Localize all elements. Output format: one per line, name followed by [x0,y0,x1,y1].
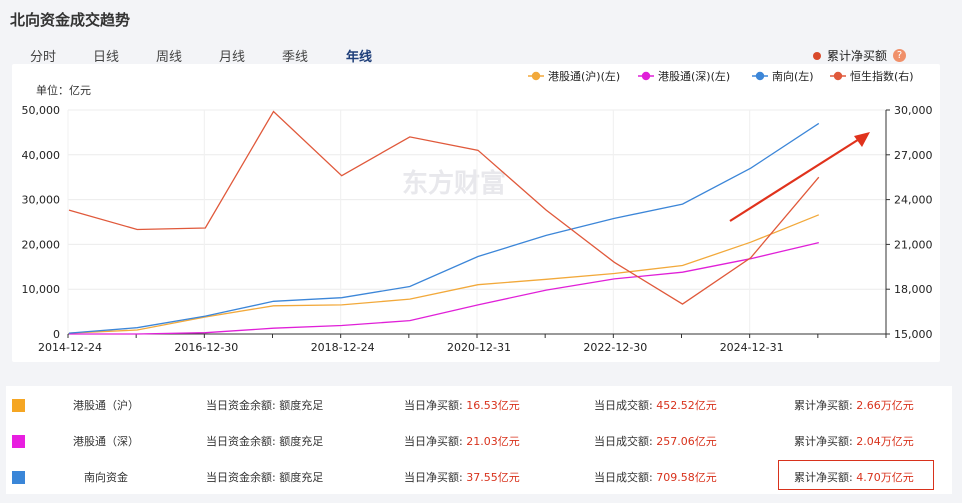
series-line-1 [69,241,819,335]
tab-monthly[interactable]: 月线 [219,50,246,65]
legend-label-3: 恒生指数(右) [850,69,914,83]
legend-marker-1 [641,71,651,81]
series-line-0 [68,214,820,334]
y-right-tick-label: 27,000 [894,149,933,162]
y-left-tick-label: 40,000 [22,149,61,162]
net-buy-value: 21.03亿元 [466,435,520,448]
row-color-swatch [12,471,25,484]
x-tick-label: 2020-12-31 [447,341,511,354]
legend-label-1: 港股通(深)(左) [658,70,730,83]
turnover-label: 当日成交额: [594,471,653,484]
row-name: 南向资金 [84,471,128,484]
y-left-tick-label: 10,000 [22,283,61,296]
balance-label: 当日资金余额: [206,471,276,484]
turnover-label: 当日成交额: [594,399,653,412]
series-line-3 [68,110,820,305]
balance-value: 额度充足 [279,435,324,448]
watermark-text: 东方财富 [402,168,506,199]
turnover-value: 709.58亿元 [656,471,717,484]
balance-value: 额度充足 [279,471,324,484]
cumulative-cell: 累计净买额: 4.70万亿元 [794,469,914,485]
y-left-tick-label: 30,000 [22,194,61,207]
net-buy-cell: 当日净买额: 21.03亿元 [404,433,520,449]
y-right-tick-label: 21,000 [894,238,933,251]
turnover-value: 452.52亿元 [656,399,717,412]
cumulative-label: 累计净买额: [794,399,853,412]
cumulative-label: 累计净买额: [794,435,853,448]
legend-marker-0 [531,71,541,81]
cumulative-value: 2.04万亿元 [856,435,914,448]
net-buy-value: 37.55亿元 [466,471,520,484]
tab-daily[interactable]: 日线 [93,50,120,65]
turnover-label: 当日成交额: [594,435,653,448]
row-color-swatch [12,435,25,448]
legend-marker-2 [755,71,765,81]
turnover-cell: 当日成交额: 452.52亿元 [594,397,717,413]
trend-arrow-head-icon [854,132,870,147]
cumulative-cell: 累计净买额: 2.66万亿元 [794,397,914,413]
x-tick-label: 2024-12-31 [720,341,784,354]
chart-panel: 东方财富 单位：亿元 0 10,000 20,000 30,000 40,000 50,000… [12,64,940,362]
trend-arrow-line [729,135,865,222]
table-row: 港股通（深） 当日资金余额: 额度充足 当日净买额: 21.03亿元 当日成交额… [6,422,952,458]
help-icon[interactable]: ? [893,49,906,62]
net-buy-label: 当日净买额: [404,399,463,412]
tab-yearly[interactable]: 年线 [346,46,373,70]
turnover-cell: 当日成交额: 257.06亿元 [594,433,717,449]
cumulative-value: 2.66万亿元 [856,399,914,412]
legend-marker-3 [833,71,843,81]
balance-label: 当日资金余额: [206,435,276,448]
trend-chart: 东方财富 单位：亿元 0 10,000 20,000 30,000 40,000 50,000… [22,69,933,354]
net-buy-value: 16.53亿元 [466,399,520,412]
cumulative-cell: 累计净买额: 2.04万亿元 [794,433,914,449]
table-row: 南向资金 当日资金余额: 额度充足 当日净买额: 37.55亿元 当日成交额: … [6,458,952,494]
cumulative-net-buy-legend[interactable]: 累计净买额 ? [812,47,906,64]
page-title: 北向资金成交趋势 [10,11,131,29]
unit-label: 单位：亿元 [36,83,91,97]
table-row: 港股通（沪） 当日资金余额: 额度充足 当日净买额: 16.53亿元 当日成交额… [6,386,952,422]
legend-label-2: 南向(左) [772,69,814,83]
series-line-2 [68,122,820,334]
highlight-box [778,460,934,490]
cumulative-value: 4.70万亿元 [856,471,914,484]
y-right-tick-label: 30,000 [894,104,933,117]
y-right-tick-label: 15,000 [894,328,933,341]
x-tick-label: 2018-12-24 [311,341,375,354]
balance-cell: 当日资金余额: 额度充足 [206,397,323,413]
tab-weekly[interactable]: 周线 [156,50,183,65]
row-name: 港股通（深） [73,435,139,448]
y-right-tick-label: 24,000 [894,194,933,207]
row-color-swatch [12,399,25,412]
net-buy-label: 当日净买额: [404,471,463,484]
turnover-value: 257.06亿元 [656,435,717,448]
y-left-tick-label: 50,000 [22,104,61,117]
turnover-cell: 当日成交额: 709.58亿元 [594,469,717,485]
row-name: 港股通（沪） [73,399,139,412]
net-buy-label: 当日净买额: [404,435,463,448]
summary-table: 港股通（沪） 当日资金余额: 额度充足 当日净买额: 16.53亿元 当日成交额… [6,386,952,494]
balance-label: 当日资金余额: [206,399,276,412]
tab-quarterly[interactable]: 季线 [282,50,309,65]
balance-cell: 当日资金余额: 额度充足 [206,433,323,449]
x-tick-label: 2014-12-24 [38,341,102,354]
net-buy-cell: 当日净买额: 37.55亿元 [404,469,520,485]
cumulative-net-buy-label: 累计净买额 [826,49,887,63]
tab-intraday[interactable]: 分时 [30,50,57,65]
balance-value: 额度充足 [279,399,324,412]
x-tick-label: 2022-12-30 [583,341,647,354]
legend-dot-icon [812,51,821,60]
net-buy-cell: 当日净买额: 16.53亿元 [404,397,520,413]
legend-label-0: 港股通(沪)(左) [548,69,620,83]
y-left-tick-label: 0 [53,328,60,341]
cumulative-label: 累计净买额: [794,471,853,484]
y-right-tick-label: 18,000 [894,283,933,296]
x-tick-label: 2016-12-30 [174,341,238,354]
y-left-tick-label: 20,000 [22,238,61,251]
balance-cell: 当日资金余额: 额度充足 [206,469,323,485]
